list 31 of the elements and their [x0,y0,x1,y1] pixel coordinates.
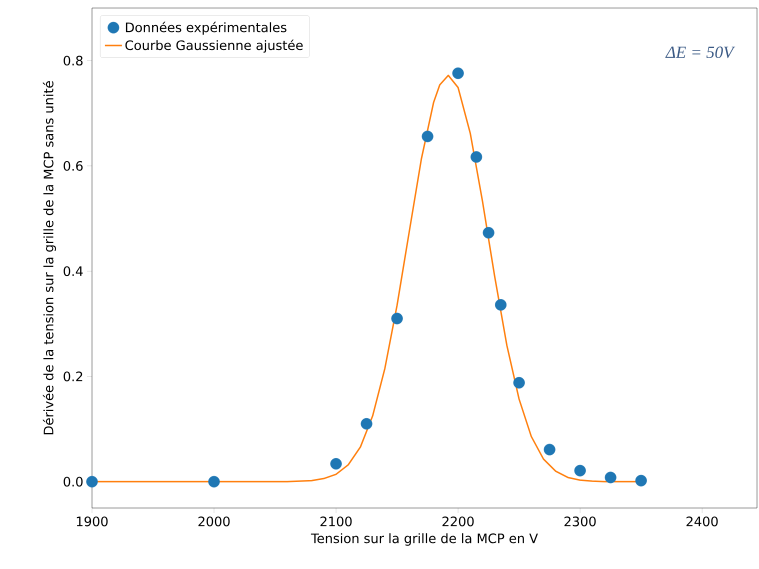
point [452,67,464,80]
point [391,312,403,324]
y-tick-label: 0.8 [64,56,83,66]
point [470,151,482,163]
point [494,299,507,311]
legend-label: Courbe Gaussienne ajustée [125,40,303,53]
point [574,464,586,476]
point [422,130,434,142]
x-axis-title: Tension sur la grille de la MCP en V [310,533,538,546]
x-tick-label: 1900 [76,516,108,526]
y-tick-label: 0.6 [64,160,83,171]
point [360,418,372,430]
point [208,476,220,488]
annotation: ΔE = 50V [665,46,736,58]
x-tick-label: 2100 [320,516,352,526]
y-tick-label: 0.0 [64,476,83,487]
legend-label: Données expérimentales [126,22,286,35]
x-tick-label: 2400 [686,516,718,526]
x-tick-label: 2300 [564,516,596,526]
point [86,476,98,488]
x-tick-label: 2000 [198,516,230,526]
point [604,472,616,484]
y-tick-label: 0.4 [64,266,83,276]
point [482,226,494,239]
y-axis-title: Dérivée de la tension sur la grille de la MCP sans unité [42,81,56,434]
y-tick-label: 0.2 [64,372,82,382]
point [330,458,342,470]
x-tick-label: 2200 [442,516,474,526]
point [544,444,556,456]
point [635,474,647,486]
point [513,376,525,389]
